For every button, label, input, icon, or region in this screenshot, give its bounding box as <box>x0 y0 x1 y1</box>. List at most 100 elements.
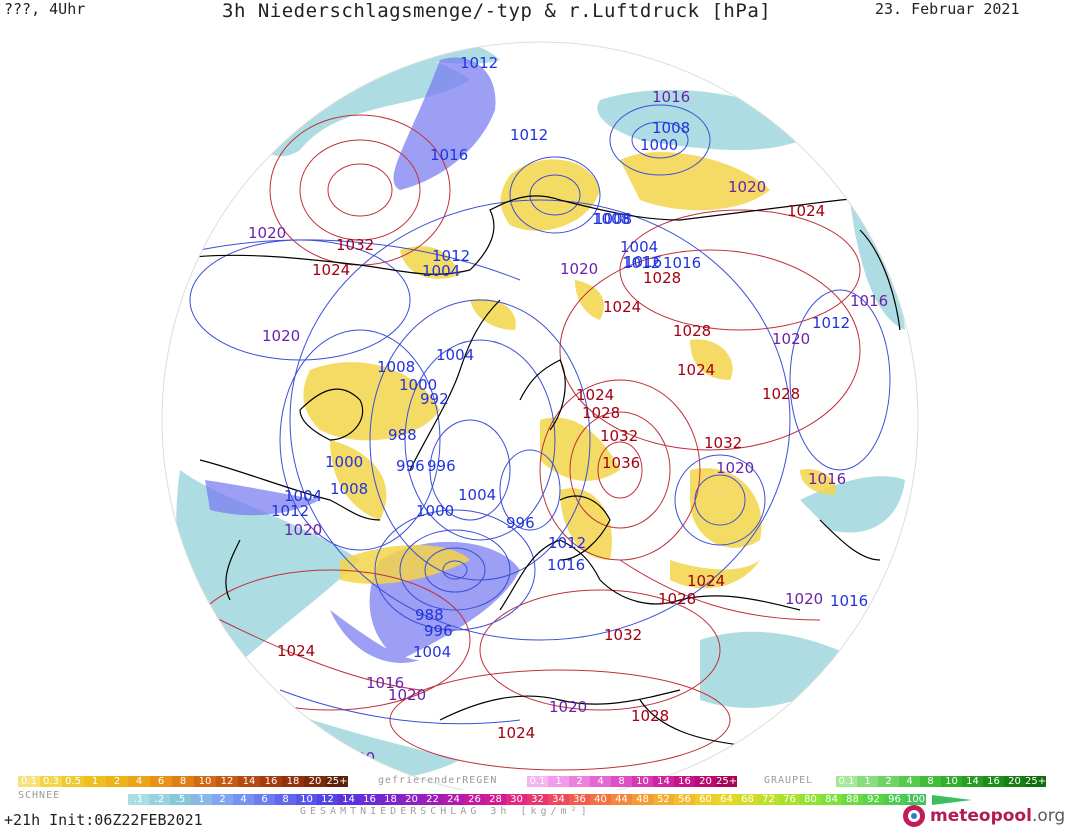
isobar-label: 1000 <box>399 376 437 394</box>
legend-swatch: 10 <box>296 794 317 805</box>
legend-swatch: 96 <box>884 794 905 805</box>
isobar-label: 1032 <box>704 434 742 452</box>
legend-swatch: 10 <box>632 776 653 787</box>
legend-swatch: 16 <box>983 776 1004 787</box>
isobar-label: 1004 <box>413 643 451 661</box>
legend-swatch: 10 <box>941 776 962 787</box>
isobar-label: 1020 <box>785 590 823 608</box>
isobar-label: 1016 <box>430 146 468 164</box>
isobar-label: 992 <box>420 390 449 408</box>
legend-swatch: 20 <box>695 776 716 787</box>
legend-swatch: 56 <box>674 794 695 805</box>
legend-swatch: 18 <box>282 776 304 787</box>
freezing-rain-legend-bar: 0.1 1 2 4 8 10 14 16 20 25+ <box>527 776 737 787</box>
isobar-label: 1024 <box>576 386 614 404</box>
isobar-label: 1012 <box>510 126 548 144</box>
isobar-label: 1020 <box>284 521 322 539</box>
isobar-label: 1032 <box>600 427 638 445</box>
legend-swatch: 4 <box>590 776 611 787</box>
legend-swatch: 1 <box>191 794 212 805</box>
legend-swatch: 22 <box>422 794 443 805</box>
legend-swatch: 2 <box>212 794 233 805</box>
legend-swatch: 14 <box>338 794 359 805</box>
coastlines <box>169 195 901 746</box>
isobar-label: 1024 <box>603 298 641 316</box>
isobar-label: 1032 <box>336 236 374 254</box>
legend-swatch: 14 <box>962 776 983 787</box>
legend-swatch: 32 <box>527 794 548 805</box>
legend-swatch: 0.1 <box>527 776 548 787</box>
legend-swatch: 48 <box>632 794 653 805</box>
legend-swatch: 0.1 <box>18 776 40 787</box>
isobar-label: 1016 <box>808 470 846 488</box>
freezing-rain-legend-title: gefrierenderREGEN <box>378 775 498 786</box>
legend-swatch: 36 <box>569 794 590 805</box>
legend-swatch: 88 <box>842 794 863 805</box>
isobar-labels: 1020 1012 1016 1016 1012 1008 1000 1020 1024 1020… <box>248 46 888 767</box>
isobar-label: 996 <box>427 457 456 475</box>
legend-swatch: 12 <box>317 794 338 805</box>
isobar-label: 1004 <box>284 487 322 505</box>
isobar-label: 1020 <box>388 686 426 704</box>
legend-swatch: 2 <box>106 776 128 787</box>
graupel-legend-title: GRAUPEL <box>764 775 814 786</box>
snow-legend-bar: 0.1 0.3 0.5 1 2 4 6 8 10 12 14 16 18 20 25+ <box>18 776 348 787</box>
legend-swatch: 20 <box>1004 776 1025 787</box>
legend-swatch: 4 <box>899 776 920 787</box>
legend-swatch: 4 <box>128 776 150 787</box>
total-precip-legend-title: GESAMTNIEDERSCHLAG 3h [kg/m²] <box>300 806 591 817</box>
isobar-label: 1020 <box>728 178 766 196</box>
isobar-label: 1004 <box>436 346 474 364</box>
legend-swatch: 0.5 <box>62 776 84 787</box>
legend-swatch: 25+ <box>1025 776 1047 787</box>
isobar-label: 1012 <box>812 314 850 332</box>
legend-swatch: 20 <box>401 794 422 805</box>
isobar-label: 1036 <box>602 454 640 472</box>
isobar-label: 1012 <box>548 534 586 552</box>
isobar-label: 1028 <box>643 269 681 287</box>
graupel-legend-bar: 0.1 1 2 4 8 10 14 16 20 25+ <box>836 776 1046 787</box>
legend-arrow-icon <box>932 795 972 805</box>
legend-swatch: 12 <box>216 776 238 787</box>
isobar-label: 1028 <box>631 707 669 725</box>
legend-swatch: 4 <box>233 794 254 805</box>
isobar-label: 1000 <box>640 136 678 154</box>
isobar-label: 1020 <box>549 698 587 716</box>
isobar-label: 1024 <box>277 642 315 660</box>
legend-swatch: 0.1 <box>836 776 857 787</box>
isobar-label: 996 <box>396 457 425 475</box>
legend-swatch: 14 <box>653 776 674 787</box>
legend-swatch: 80 <box>800 794 821 805</box>
legend-swatch: 34 <box>548 794 569 805</box>
isobar-label: 1020 <box>262 327 300 345</box>
isobar-label: 1020 <box>248 224 286 242</box>
isobar-label: 1020 <box>368 46 406 64</box>
legend-swatch: 40 <box>590 794 611 805</box>
legend-swatch: 8 <box>172 776 194 787</box>
legend-swatch: .5 <box>170 794 191 805</box>
legend-swatch: 8 <box>275 794 296 805</box>
isobar-label: 1020 <box>560 260 598 278</box>
legend-swatch: 30 <box>506 794 527 805</box>
legend-swatch: 44 <box>611 794 632 805</box>
isobar-label: 1000 <box>325 453 363 471</box>
total-precip-legend-bar: .1.2.5 1 2 4 6 8 10 12 14 16 18 20 22 24 26 28 30 32 34 36 4… <box>128 794 926 805</box>
legend-swatch: 68 <box>737 794 758 805</box>
isobar-label: 1028 <box>673 322 711 340</box>
legend-swatch: 60 <box>695 794 716 805</box>
isobar-label: 1024 <box>677 361 715 379</box>
legend-swatch: 1 <box>84 776 106 787</box>
model-run-label: +21h Init:06Z22FEB2021 <box>4 811 203 829</box>
isobar-label: 1016 <box>663 254 701 272</box>
isobar-label: 1028 <box>582 404 620 422</box>
isobar-label: 1016 <box>547 556 585 574</box>
meteopool-logo[interactable]: meteopool.org <box>902 804 1065 828</box>
legend-swatch: 100 <box>905 794 926 805</box>
legend-swatch: 2 <box>878 776 899 787</box>
legend-swatch: 72 <box>758 794 779 805</box>
legend-swatch: 76 <box>779 794 800 805</box>
isobar-label: 1008 <box>592 210 630 228</box>
logo-tld: .org <box>1031 806 1066 826</box>
map-date: 23. Februar 2021 <box>875 0 1020 18</box>
